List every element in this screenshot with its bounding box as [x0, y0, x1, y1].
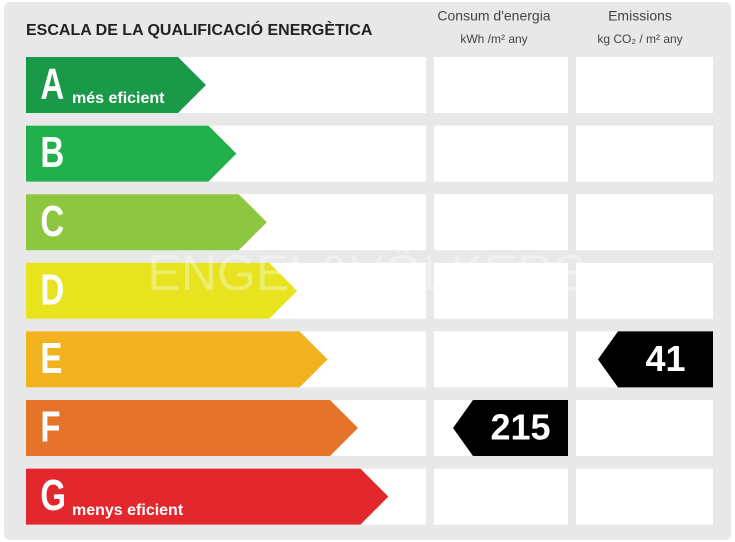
- value-cell: [434, 262, 568, 319]
- reading-badge: [453, 400, 568, 456]
- reading-value: 41: [645, 338, 685, 379]
- rating-letter: B: [40, 129, 64, 178]
- value-cell: [434, 57, 568, 113]
- value-cell: [576, 57, 713, 113]
- column-unit: kWh /m² any: [460, 32, 527, 46]
- reading-badge: [598, 331, 713, 388]
- watermark: ENGEL&VÖLKERS: [147, 245, 586, 301]
- rating-note: menys eficient: [72, 502, 184, 519]
- rating-arrow: [26, 262, 298, 319]
- rating-letter: A: [40, 60, 64, 109]
- rating-arrow: [26, 57, 206, 113]
- column-label: Consum d'energia: [437, 8, 550, 24]
- value-cell: [576, 262, 713, 319]
- value-cell: [576, 468, 713, 525]
- title: ESCALA DE LA QUALIFICACIÓ ENERGÈTICA: [26, 20, 373, 39]
- value-cell: [576, 125, 713, 182]
- value-cell: [434, 125, 568, 182]
- column-label: Emissions: [608, 8, 672, 24]
- rating-note: més eficient: [72, 90, 165, 107]
- rating-arrow: [26, 194, 267, 251]
- value-cell: [434, 194, 568, 251]
- rating-arrow: [26, 468, 389, 525]
- value-cell: [576, 194, 713, 251]
- rating-letter: D: [40, 266, 64, 315]
- column-unit: kg CO₂ / m² any: [597, 32, 682, 46]
- reading-value: 215: [490, 407, 550, 448]
- rating-letter: G: [40, 472, 66, 521]
- value-cell: [576, 400, 713, 456]
- value-cell: [434, 468, 568, 525]
- rating-arrow: [26, 125, 237, 182]
- rating-letter: F: [40, 403, 60, 452]
- rating-arrow: [26, 400, 358, 456]
- rating-letter: E: [40, 335, 62, 384]
- rating-letter: C: [40, 197, 64, 246]
- value-cell: [434, 331, 568, 388]
- rating-arrow: [26, 331, 328, 388]
